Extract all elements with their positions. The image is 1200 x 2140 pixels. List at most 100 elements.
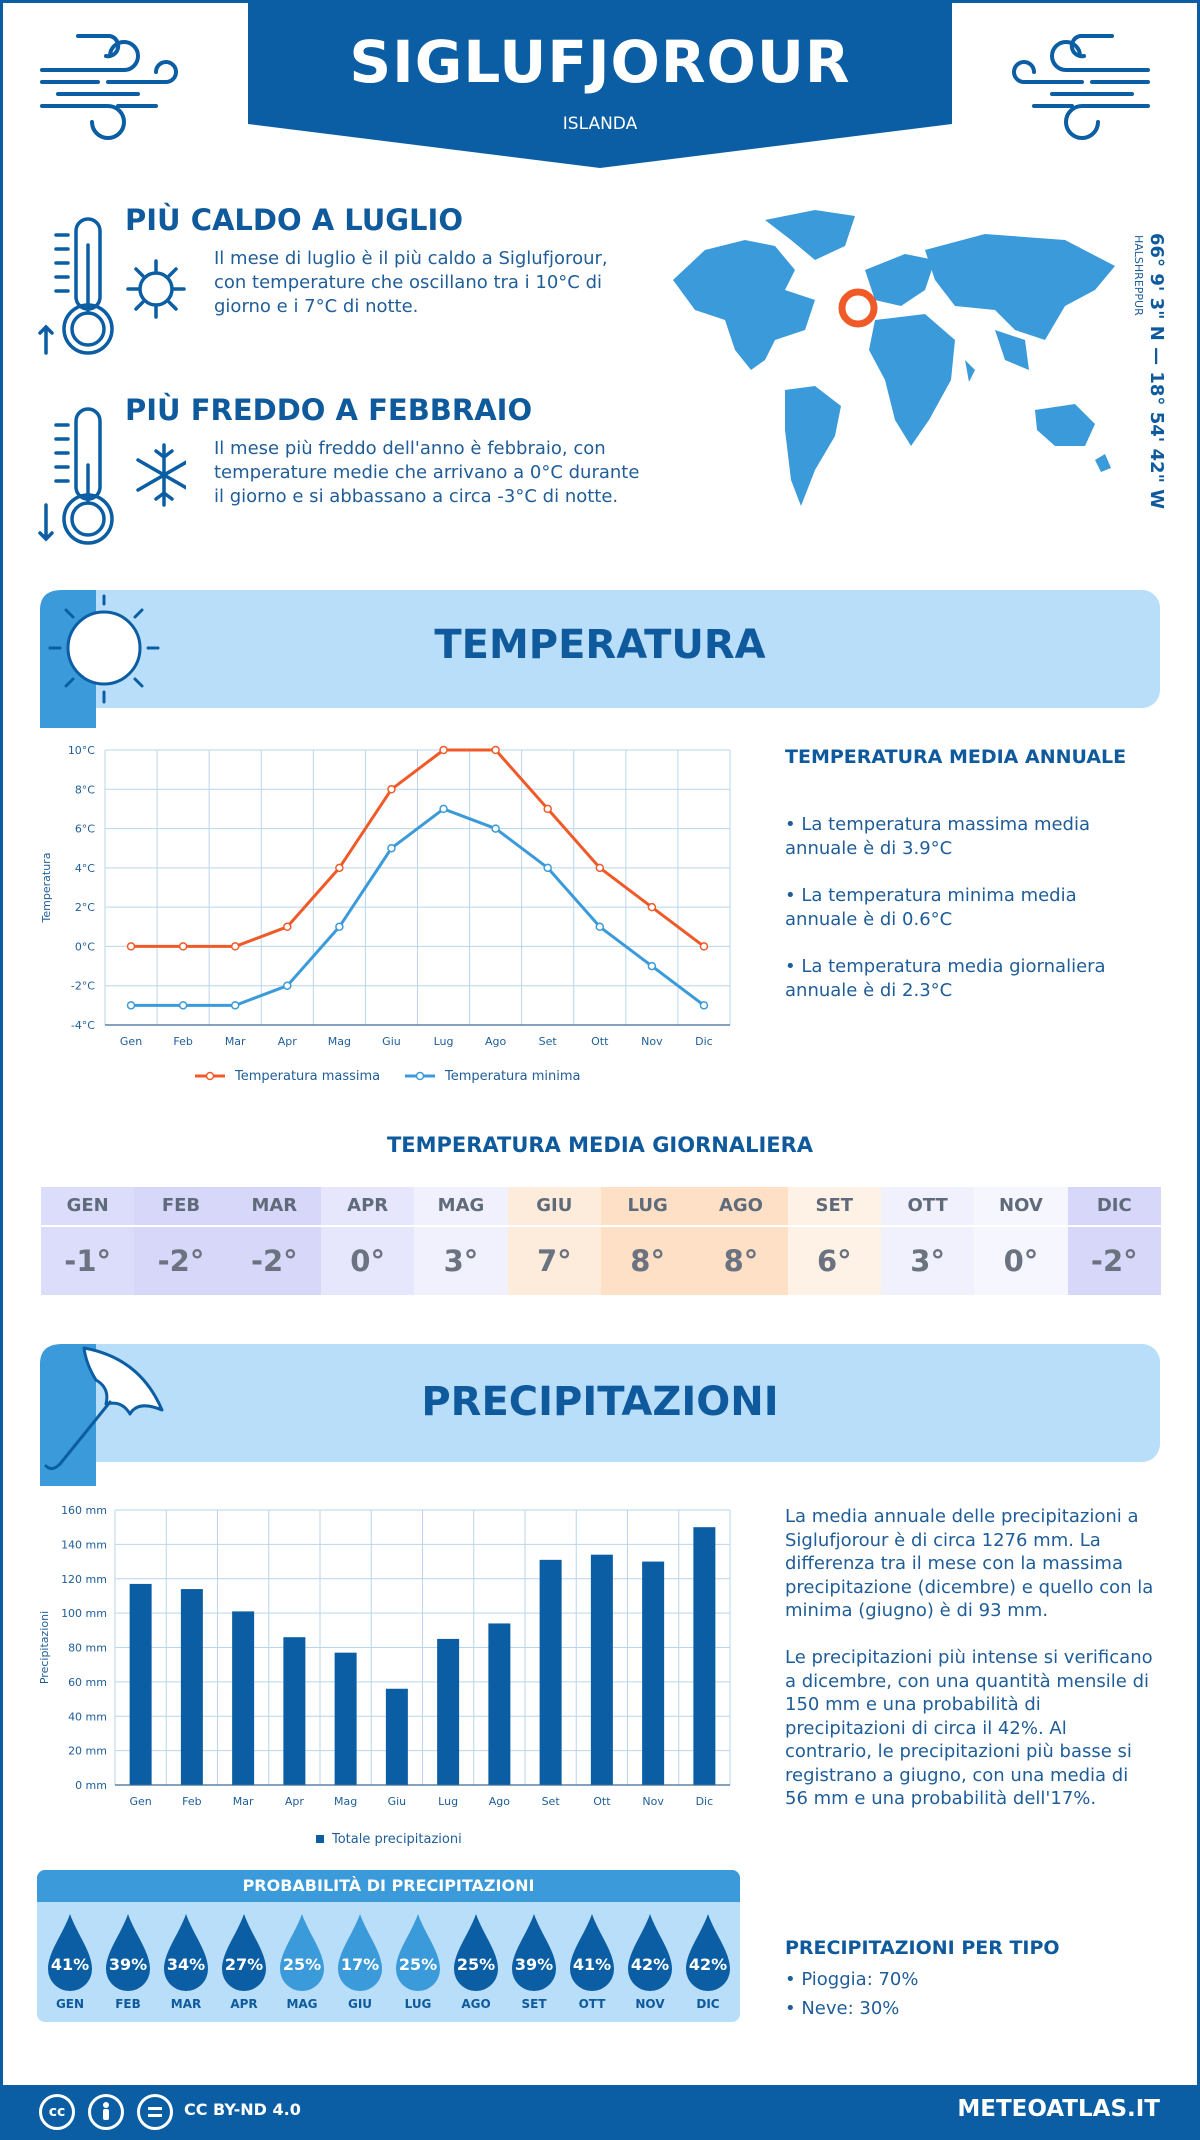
precipitation-bar-chart: Gen Feb Mar Apr Mag Giu Lug Ago Set Ott Nov Dic 0 mm… — [38, 1504, 731, 1847]
x-tick-label: Dic — [696, 1795, 714, 1808]
coordinates: 66° 9' 3" N — 18° 54' 42" W — [1146, 233, 1167, 510]
attribution-icon[interactable] — [88, 2094, 124, 2130]
site-link[interactable]: METEOATLAS.IT — [957, 2096, 1160, 2122]
x-tick-label: Lug — [434, 1035, 454, 1048]
x-tick-label: Giu — [382, 1035, 401, 1048]
cc-icon[interactable]: cc — [39, 2094, 75, 2130]
data-point — [439, 745, 448, 755]
thermometer-hot-icon — [38, 217, 186, 355]
warmest-month-block: PIÙ CALDO A LUGLIO Il mese di luglio è i… — [36, 203, 616, 363]
daily-temp-value: 6° — [787, 1225, 881, 1295]
series-line — [131, 748, 705, 948]
probability-value: 41% — [50, 1955, 90, 1974]
data-point — [126, 1001, 136, 1010]
data-point — [387, 785, 396, 794]
probability-drop: 25% MAG — [273, 1912, 331, 2017]
temperature-band — [40, 590, 1160, 708]
y-tick-label: 6°C — [75, 823, 95, 836]
probability-value: 25% — [456, 1955, 496, 1974]
probability-value: 34% — [166, 1955, 206, 1974]
daily-temp-month: SET — [815, 1195, 854, 1216]
daily-temp-table: GEN -1° FEB -2° MAR -2° APR 0° MAG 3° GIU 7° LUG 8° AG… — [41, 1187, 1161, 1295]
probability-drop: 17% GIU — [331, 1912, 389, 2017]
daily-temp-month: NOV — [999, 1195, 1043, 1216]
x-tick-label: Mar — [225, 1035, 246, 1048]
temperature-title: TEMPERATURA — [434, 622, 766, 668]
precipitation-band — [40, 1344, 1160, 1462]
license-label[interactable]: CC BY-ND 4.0 — [184, 2100, 301, 2119]
daily-temp-cell: MAR -2° — [227, 1187, 321, 1295]
probability-title: PROBABILITÀ DI PRECIPITAZIONI — [37, 1870, 740, 1902]
no-derivatives-icon[interactable] — [137, 2094, 173, 2130]
rain-share: • Pioggia: 70% — [785, 1969, 919, 1990]
daily-temp-cell: GEN -1° — [41, 1187, 135, 1295]
daily-temp-cell: GIU 7° — [507, 1187, 601, 1295]
probability-drop: 42% DIC — [679, 1912, 737, 2017]
coldest-month-block: PIÙ FREDDO A FEBBRAIO Il mese più freddo… — [36, 393, 639, 553]
precip-bar — [334, 1652, 357, 1785]
raindrop-icon — [106, 1914, 150, 1991]
probability-value: 41% — [572, 1955, 612, 1974]
probability-month: GIU — [347, 1997, 373, 2011]
precip-bar — [437, 1638, 460, 1785]
x-tick-label: Ago — [485, 1035, 507, 1048]
probability-value: 42% — [688, 1955, 728, 1974]
daily-temp-cell: LUG 8° — [600, 1187, 695, 1295]
x-tick-label: Nov — [641, 1035, 663, 1048]
y-tick-label: 80 mm — [68, 1642, 107, 1655]
data-point — [647, 961, 657, 971]
data-point — [543, 804, 552, 814]
annual-mean-bullet: • La temperatura media giornaliera annua… — [785, 956, 1106, 1001]
y-tick-label: 160 mm — [61, 1504, 107, 1517]
data-point — [595, 922, 605, 932]
daily-temp-cell: MAG 3° — [414, 1187, 508, 1295]
daily-temp-month: OTT — [907, 1195, 948, 1216]
snow-share: • Neve: 30% — [785, 1998, 900, 2019]
data-point — [491, 745, 500, 755]
probability-value: 39% — [514, 1955, 554, 1974]
x-tick-label: Gen — [120, 1035, 142, 1048]
daily-temp-value: 8° — [694, 1225, 788, 1295]
series-line — [131, 807, 705, 1007]
probability-drop: 39% FEB — [99, 1912, 157, 2017]
y-tick-label: -4°C — [71, 1019, 95, 1032]
y-tick-label: 10°C — [68, 744, 95, 757]
y-tick-label: 40 mm — [68, 1710, 107, 1723]
data-point — [230, 942, 240, 951]
world-map — [673, 210, 1115, 506]
data-point — [230, 1001, 240, 1010]
probability-month: DIC — [696, 1997, 720, 2011]
probability-drop: 25% LUG — [389, 1912, 447, 2017]
y-tick-label: -2°C — [71, 980, 95, 993]
precip-bar — [693, 1527, 716, 1785]
raindrop-icon — [164, 1914, 208, 1991]
x-tick-label: Feb — [173, 1035, 192, 1048]
x-tick-label: Lug — [438, 1795, 458, 1808]
daily-temp-value: -2° — [1067, 1225, 1161, 1295]
daily-temp-month: DIC — [1096, 1195, 1132, 1216]
y-tick-label: 8°C — [75, 783, 95, 796]
precip-bar — [539, 1559, 562, 1785]
y-axis-label: Precipitazioni — [38, 1611, 51, 1684]
precipitation-title: PRECIPITAZIONI — [421, 1379, 779, 1425]
raindrop-icon — [512, 1914, 556, 1991]
daily-temp-month: MAR — [251, 1195, 298, 1216]
probability-drop: 34% MAR — [157, 1912, 215, 2017]
y-axis-label: Temperatura — [40, 853, 53, 924]
daily-temp-cell: OTT 3° — [880, 1187, 975, 1295]
coldest-title: PIÙ FREDDO A FEBBRAIO — [125, 393, 533, 427]
y-tick-label: 0 mm — [75, 1779, 107, 1792]
x-tick-label: Apr — [285, 1795, 305, 1808]
data-point — [699, 942, 709, 951]
warmest-text: Il mese di luglio è il più caldo a Siglu… — [214, 248, 608, 317]
raindrop-icon — [686, 1914, 730, 1991]
wind-icon — [40, 34, 178, 140]
daily-temp-cell: AGO 8° — [694, 1187, 788, 1295]
annual-max-bullet: • La temperatura massima media annuale è… — [785, 814, 1091, 859]
daily-temp-month: GIU — [536, 1195, 573, 1216]
probability-value: 27% — [224, 1955, 264, 1974]
legend-marker — [415, 1071, 425, 1081]
data-point — [699, 1001, 709, 1010]
probability-month: AGO — [461, 1997, 491, 2011]
probability-month: MAG — [286, 1997, 318, 2011]
